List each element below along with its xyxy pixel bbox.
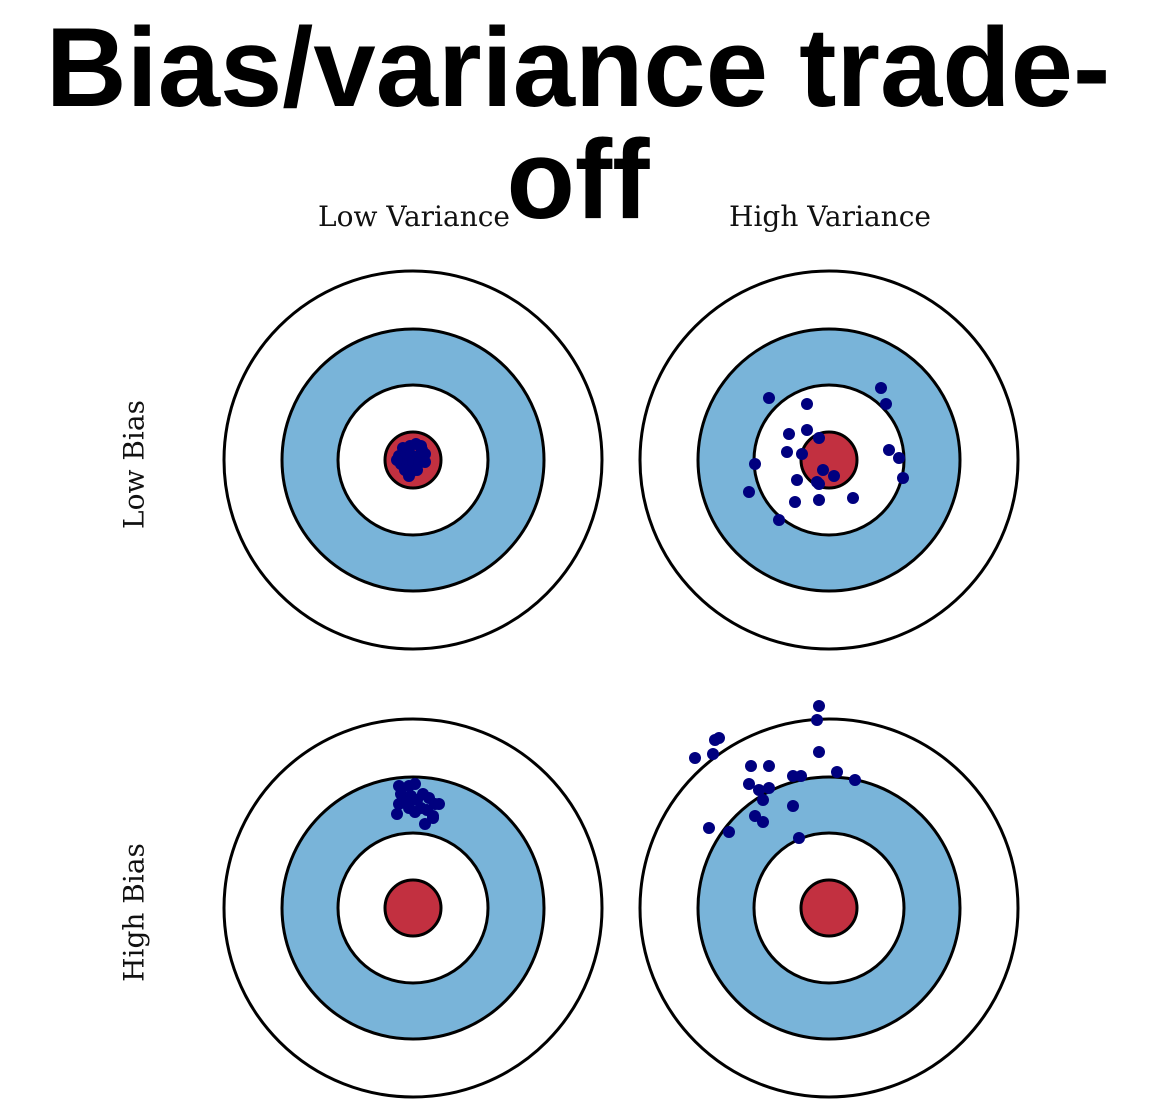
hit-dot: [847, 492, 859, 504]
hit-dot: [781, 446, 793, 458]
hit-dot: [883, 444, 895, 456]
hit-dot: [783, 428, 795, 440]
hit-dot: [689, 752, 701, 764]
hit-dot: [813, 700, 825, 712]
hit-dot: [813, 746, 825, 758]
hit-dot: [433, 798, 445, 810]
hit-dot: [813, 478, 825, 490]
hit-dot: [743, 486, 755, 498]
bullseye: [799, 878, 859, 938]
hit-dot: [419, 456, 431, 468]
hit-dot: [828, 470, 840, 482]
hit-dot: [749, 458, 761, 470]
hit-dot: [723, 826, 735, 838]
hit-dot: [415, 440, 427, 452]
hit-dot: [757, 816, 769, 828]
target-low-bias-low-variance: [222, 269, 604, 651]
hit-dot: [875, 382, 887, 394]
hit-dot: [801, 398, 813, 410]
hit-dot: [409, 778, 421, 790]
hit-dot: [391, 454, 403, 466]
hit-dot: [401, 796, 413, 808]
page-title: Bias/variance trade-off: [45, 5, 1111, 242]
hit-dot: [391, 808, 403, 820]
hit-dot: [709, 734, 721, 746]
hit-dot: [849, 774, 861, 786]
hit-dot: [427, 812, 439, 824]
bullseye: [383, 878, 443, 938]
hit-dot: [763, 760, 775, 772]
hit-dot: [763, 392, 775, 404]
hit-dot: [791, 474, 803, 486]
hit-dot: [757, 794, 769, 806]
hit-dot: [403, 470, 415, 482]
hit-dot: [745, 760, 757, 772]
target-high-bias-low-variance: [222, 717, 604, 1099]
column-label-high-variance: High Variance: [729, 200, 931, 233]
target-high-bias-high-variance: [638, 700, 1020, 1099]
hit-dot: [813, 432, 825, 444]
bullseye: [799, 430, 859, 490]
column-label-low-variance: Low Variance: [318, 200, 510, 233]
hit-dot: [703, 822, 715, 834]
hit-dot: [787, 800, 799, 812]
hit-dot: [773, 514, 785, 526]
hit-dot: [707, 748, 719, 760]
hit-dot: [801, 424, 813, 436]
hit-dot: [897, 472, 909, 484]
hit-dot: [811, 714, 823, 726]
hit-dot: [796, 448, 808, 460]
target-low-bias-high-variance: [638, 269, 1020, 651]
hit-dot: [793, 832, 805, 844]
hit-dot: [813, 494, 825, 506]
hit-dot: [817, 464, 829, 476]
hit-dot: [789, 496, 801, 508]
hit-dot: [743, 778, 755, 790]
hit-dot: [831, 766, 843, 778]
hit-dot: [880, 398, 892, 410]
hit-dot: [763, 782, 775, 794]
hit-dot: [753, 784, 765, 796]
hit-dot: [795, 770, 807, 782]
hit-dot: [893, 452, 905, 464]
